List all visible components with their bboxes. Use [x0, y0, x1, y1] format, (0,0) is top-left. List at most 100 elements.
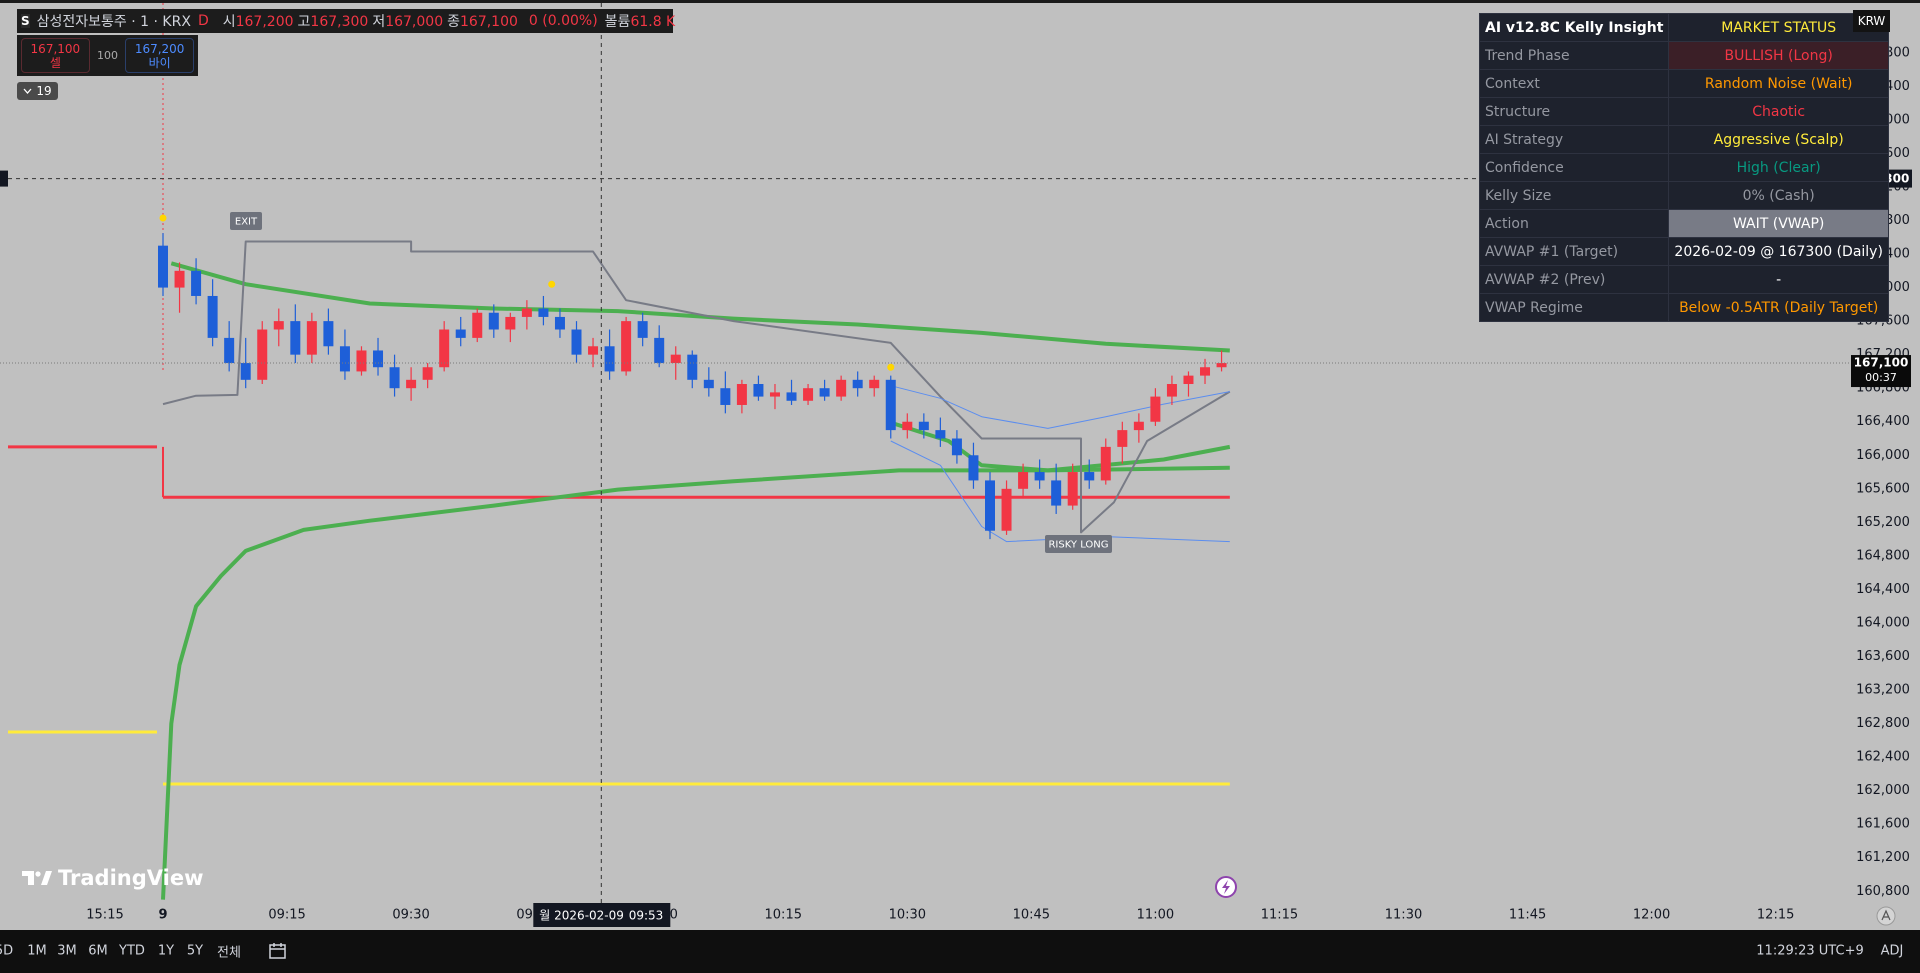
crosshair-date: 월 2026-02-09	[539, 909, 624, 923]
candle-body	[521, 308, 532, 317]
ohlc-item: 고167,300	[298, 14, 369, 30]
row-label: Confidence	[1478, 153, 1670, 182]
signal-marker	[548, 280, 556, 288]
candle-body	[290, 321, 301, 355]
candle-body	[935, 430, 946, 439]
candle-body	[1150, 396, 1161, 422]
candle-body	[306, 321, 317, 355]
candle-body	[670, 354, 681, 364]
x-tick-label: 9	[158, 908, 167, 923]
range-button[interactable]: 1M	[27, 943, 47, 959]
indicator-line	[162, 240, 1231, 534]
symbol[interactable]: 삼성전자보통주 · 1 · KRX	[36, 14, 191, 30]
candle-body	[1216, 363, 1227, 368]
candle-body	[1200, 367, 1211, 376]
flag: D	[197, 13, 209, 29]
row-value: -	[1668, 265, 1889, 294]
adj-button[interactable]: ADJ	[1880, 943, 1904, 959]
auto-scale-button[interactable]	[1876, 906, 1896, 926]
bottom-toolbar: 11:29:23 UTC+9 ADJ 5D 1M 3M 6M YTD 1Y 5Y 전체	[0, 930, 1920, 973]
candle-body	[538, 308, 549, 317]
signal-marker	[887, 363, 895, 371]
range-button[interactable]: 전체	[217, 945, 241, 961]
candle-body	[951, 438, 962, 456]
table-row: Trend Phase BULLISH (Long)	[1478, 41, 1889, 70]
range-button[interactable]: 5D	[0, 943, 14, 959]
candle-body	[703, 379, 714, 389]
indicators-toggle[interactable]: 19	[17, 82, 58, 100]
candle-body	[1084, 472, 1095, 481]
candle-body	[621, 321, 632, 372]
table-row: Context Random Noise (Wait)	[1478, 69, 1889, 98]
crosshair-time-box	[533, 903, 671, 927]
range-button[interactable]: YTD	[119, 943, 145, 959]
y-tick-label: 161,200	[1856, 850, 1910, 865]
table-status: MARKET STATUS	[1668, 13, 1889, 42]
quantity[interactable]: 100	[96, 49, 118, 62]
volume-value: 61.8 K	[630, 14, 676, 30]
ohlc-value: 167,300	[310, 14, 369, 30]
candle-body	[191, 270, 202, 296]
ohlc-item: 종167,100	[447, 14, 518, 30]
ohlc-key: 고	[297, 14, 311, 30]
row-label: AVWAP #1 (Target)	[1478, 237, 1670, 266]
calendar-icon[interactable]	[268, 941, 288, 961]
range-button[interactable]: 6M	[88, 943, 108, 959]
row-value: High (Clear)	[1668, 153, 1889, 182]
y-tick-label: 162,800	[1856, 716, 1910, 731]
row-label: Kelly Size	[1478, 181, 1670, 210]
row-value: 2026-02-09 @ 167300 (Daily)	[1668, 237, 1889, 266]
candle-body	[323, 321, 334, 347]
candle-body	[588, 346, 599, 355]
branding: TradingView	[22, 866, 203, 890]
y-tick-label: 162,000	[1856, 783, 1910, 798]
candle-body	[356, 350, 367, 372]
row-label: Action	[1478, 209, 1670, 238]
candle-body	[1183, 375, 1194, 385]
countdown: 00:37	[1865, 371, 1897, 384]
table-row: AVWAP #1 (Target) 2026-02-09 @ 167300 (Da…	[1478, 237, 1889, 266]
candle-body	[885, 379, 896, 431]
crosshair-time: 09:53	[629, 909, 664, 923]
sell-button[interactable]: 167,100 셀	[21, 38, 90, 73]
range-button[interactable]: 5Y	[186, 943, 204, 959]
candle-body	[1100, 446, 1111, 481]
volume-key: 볼륨	[604, 14, 631, 30]
range-button[interactable]: 3M	[57, 943, 77, 959]
ohlc-value: 167,000	[385, 14, 444, 30]
candle-body	[1166, 384, 1177, 397]
candle-body	[1051, 480, 1062, 506]
brand-logo	[22, 871, 52, 885]
x-tick-label: 10:15	[765, 908, 802, 923]
table-row: AVWAP #2 (Prev) -	[1478, 265, 1889, 294]
trade-panel: 167,100 셀 100 167,200 바이	[17, 35, 198, 76]
ohlc-item: 저167,000	[372, 14, 443, 30]
buy-button[interactable]: 167,200 바이	[125, 38, 194, 73]
candle-body	[869, 379, 880, 389]
symbol-icon: S	[21, 14, 30, 28]
clock[interactable]: 11:29:23 UTC+9	[1756, 943, 1864, 959]
candle-body	[1067, 472, 1078, 506]
y-tick-label: 165,200	[1856, 515, 1910, 530]
candle-body	[1034, 472, 1045, 481]
candle-body	[985, 480, 995, 531]
candle-body	[786, 392, 797, 401]
table-header: AI v12.8C Kelly Insight MARKET STATUS	[1478, 13, 1889, 42]
candle-body	[174, 270, 185, 288]
candle-body	[373, 350, 384, 368]
insight-table: AI v12.8C Kelly Insight MARKET STATUS Tren…	[1478, 13, 1889, 322]
range-button[interactable]: 1Y	[157, 943, 175, 959]
table-row: VWAP Regime Below -0.5ATR (Daily Target)	[1478, 293, 1889, 322]
candle-body	[1117, 430, 1128, 447]
candle-body	[207, 295, 218, 338]
candle-body	[389, 367, 400, 389]
currency[interactable]: KRW	[1853, 10, 1890, 32]
candle-body	[852, 379, 863, 389]
crosshair-left-tag	[0, 170, 8, 187]
row-label: AI Strategy	[1478, 125, 1670, 154]
row-value: WAIT (VWAP)	[1668, 209, 1889, 238]
indicator-line	[890, 420, 1231, 473]
candle-body	[1001, 488, 1012, 531]
